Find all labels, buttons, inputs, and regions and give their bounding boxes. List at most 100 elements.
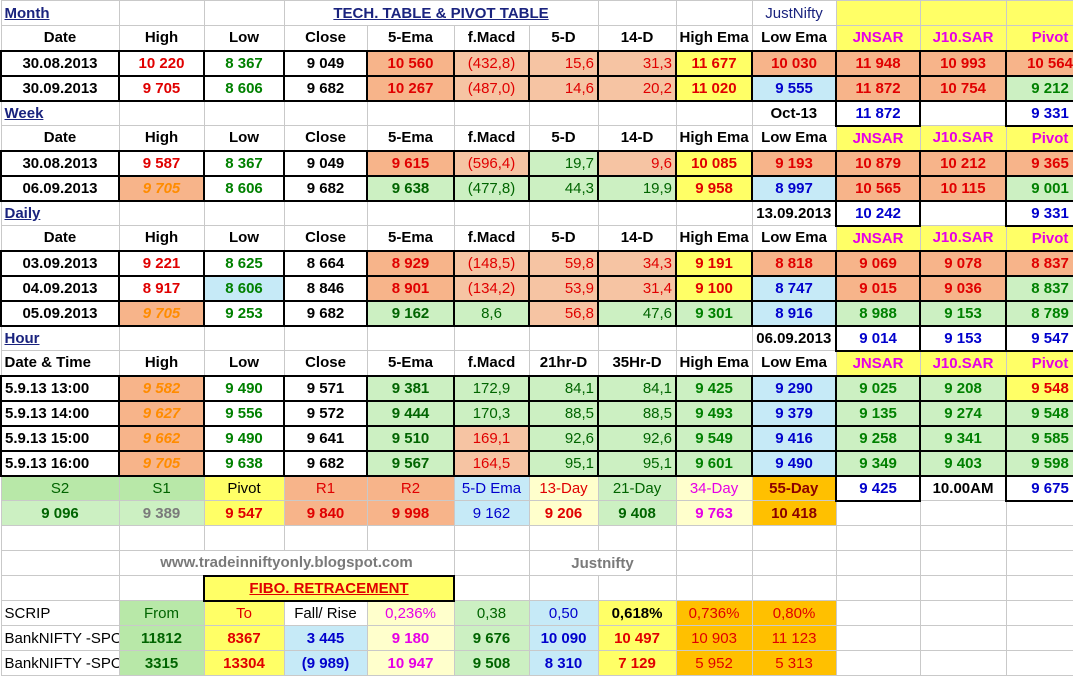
cell: 9 379 (751, 399, 838, 427)
col-5ema: 5-Ema (366, 225, 455, 251)
level-r1-label: R1 (283, 475, 368, 501)
level-5d-ema-label: 5-D Ema (453, 475, 530, 501)
cell: 11 123 (751, 625, 837, 651)
col-5ema: 5-Ema (366, 25, 455, 51)
cell: 9 381 (366, 374, 455, 402)
cell: 19,7 (527, 149, 600, 177)
cell: 04.09.2013 (0, 274, 120, 302)
cell: 9 208 (919, 374, 1008, 402)
cell: 170,3 (453, 399, 530, 427)
week-label: Week (0, 100, 120, 126)
level-r1-value: 9 840 (283, 500, 368, 526)
cell: (487,0) (453, 74, 530, 102)
daily-summary-date: 13.09.2013 (751, 200, 837, 226)
col-high: High (118, 125, 205, 151)
levels-extra-time: 10.00AM (919, 475, 1007, 501)
col-close: Close (283, 350, 368, 376)
hour-label: Hour (0, 325, 120, 351)
cell: 5 952 (675, 650, 753, 676)
cell: 8 901 (366, 274, 455, 302)
cell: 8 837 (1005, 274, 1073, 302)
cell: 9 705 (118, 74, 205, 102)
hour-summary-sar: 9 014 (835, 324, 922, 352)
cell: 9 049 (283, 149, 368, 177)
cell: 5.9.13 13:00 (0, 374, 120, 402)
daily-row: 05.09.2013 9 705 9 253 9 682 9 162 8,6 5… (0, 299, 1073, 327)
level-5d-ema-value: 9 162 (453, 500, 530, 526)
cell: BankNIFTY -SPOT (0, 625, 120, 651)
levels-extra-sar: 9 425 (835, 474, 922, 502)
cell: 9 555 (751, 74, 838, 102)
cell: 9 572 (283, 399, 368, 427)
cell: 8 664 (283, 249, 368, 277)
brand-justnifty[interactable]: JustNifty (751, 0, 837, 26)
cell: 5 313 (751, 650, 837, 676)
levels-extra-pivot: 9 675 (1005, 474, 1073, 502)
col-high-ema: High Ema (675, 125, 753, 151)
cell: 9 549 (675, 424, 754, 452)
level-r2-label: R2 (366, 475, 455, 501)
cell: 10 497 (597, 625, 677, 651)
cell: 9 508 (453, 650, 530, 676)
cell: 11 872 (835, 74, 922, 102)
cell: 31,4 (597, 274, 678, 302)
cell: 10 879 (835, 149, 922, 177)
cell: 9 601 (675, 449, 754, 477)
cell: 10 090 (528, 625, 599, 651)
cell: 9 301 (675, 299, 754, 327)
cell: (9 989) (283, 650, 368, 676)
footer-site[interactable]: www.tradeinniftyonly.blogspot.com (118, 550, 455, 576)
cell: 9 705 (118, 449, 205, 477)
col-high-ema: High Ema (675, 225, 753, 251)
cell: 9 290 (751, 374, 838, 402)
cell: 9 548 (1005, 374, 1073, 402)
cell: 30.09.2013 (0, 74, 120, 102)
cell: 9 258 (835, 424, 922, 452)
col-low-ema: Low Ema (751, 125, 837, 151)
cell: 8367 (203, 625, 285, 651)
hour-summary-date: 06.09.2013 (751, 325, 837, 351)
cell: 9 958 (675, 174, 754, 202)
week-row: 06.09.2013 9 705 8 606 9 682 9 638 (477,… (0, 174, 1073, 202)
cell: 84,1 (527, 374, 600, 402)
cell: 30.08.2013 (0, 149, 120, 177)
cell: 88,5 (527, 399, 600, 427)
fibo-col-fall-rise: Fall/ Rise (283, 600, 368, 626)
cell: 10 560 (366, 49, 455, 77)
cell: 169,1 (453, 424, 530, 452)
col-date: Date (0, 225, 120, 251)
cell: 06.09.2013 (0, 174, 120, 202)
cell: 9 490 (751, 449, 838, 477)
cell: 84,1 (597, 374, 678, 402)
cell: 8 988 (835, 299, 922, 327)
week-summary-sar: 11 872 (835, 99, 922, 127)
cell: (148,5) (453, 249, 530, 277)
fibo-title: FIBO. RETRACEMENT (203, 574, 455, 602)
cell: 8 916 (751, 299, 838, 327)
col-5ema: 5-Ema (366, 125, 455, 151)
col-fmacd: f.Macd (453, 225, 530, 251)
col-high: High (118, 25, 205, 51)
cell: 9 490 (203, 424, 285, 452)
cell: 9 049 (283, 49, 368, 77)
daily-row: 04.09.2013 8 917 8 606 8 846 8 901 (134,… (0, 274, 1073, 302)
cell: 5.9.13 14:00 (0, 399, 120, 427)
col-j10sar: J10.SAR (919, 125, 1007, 151)
cell: 03.09.2013 (0, 249, 120, 277)
col-pivot: Pivot (1005, 225, 1073, 251)
level-34day-label: 34-Day (675, 475, 753, 501)
cell: 47,6 (597, 299, 678, 327)
cell: 3315 (118, 650, 205, 676)
col-pivot: Pivot (1005, 25, 1073, 51)
cell: 8 606 (203, 274, 285, 302)
cell: 10 564 (1005, 49, 1073, 77)
cell: 9 705 (118, 299, 205, 327)
cell: 9 416 (751, 424, 838, 452)
levels-header-row: S2 S1 Pivot R1 R2 5-D Ema 13-Day 21-Day … (0, 474, 1073, 502)
cell: 9 180 (366, 625, 455, 651)
cell: 59,8 (527, 249, 600, 277)
cell: 56,8 (527, 299, 600, 327)
cell: 30.08.2013 (0, 49, 120, 77)
cell: 9 365 (1005, 149, 1073, 177)
